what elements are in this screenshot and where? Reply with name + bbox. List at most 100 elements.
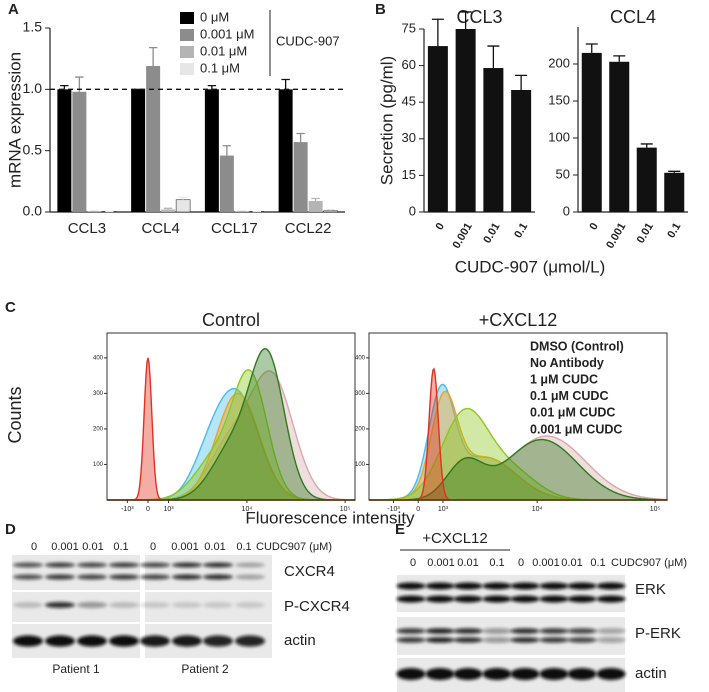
blot-band xyxy=(567,582,597,590)
bar xyxy=(581,52,602,213)
blot-band xyxy=(203,602,233,608)
error-bar xyxy=(148,46,158,67)
panel-label: D xyxy=(5,521,16,538)
blot-band xyxy=(596,637,626,643)
plot-frame xyxy=(106,332,356,501)
lane-label: 0.01 xyxy=(204,541,225,553)
error-bar xyxy=(585,43,598,53)
y-tick-label: 45 xyxy=(402,94,416,109)
error-bar xyxy=(668,170,681,173)
blot-band xyxy=(396,637,426,643)
bar xyxy=(131,89,146,212)
error-bar xyxy=(222,145,232,156)
x-tick-label: 10⁵ xyxy=(650,506,661,513)
row-label: ERK xyxy=(635,581,666,598)
legend-label: 0.001 μM xyxy=(200,26,254,41)
blot-band xyxy=(596,668,626,680)
blot-band xyxy=(77,602,107,608)
error-bar xyxy=(515,74,528,90)
bar xyxy=(175,199,191,213)
error-bar xyxy=(613,55,626,62)
blot-band xyxy=(140,562,170,568)
y-tick-label: 0.0 xyxy=(23,203,43,219)
panel-label: B xyxy=(375,1,386,18)
error-bar xyxy=(326,208,335,211)
x-tick-label: -10³ xyxy=(121,506,134,513)
panel-label: A xyxy=(8,1,19,18)
legend-label: 0.01 μM CUDC xyxy=(530,406,615,420)
blot-band xyxy=(510,637,540,643)
blot-band xyxy=(539,668,569,680)
blot-band xyxy=(77,574,107,580)
lane-label: 0.001 xyxy=(532,557,560,569)
blot-band xyxy=(140,635,170,647)
legend-label: No Antibody xyxy=(530,356,604,370)
y-tick-label: 200 xyxy=(355,427,366,433)
error-bar xyxy=(431,18,444,47)
blot-band xyxy=(482,668,512,680)
bar xyxy=(483,68,504,212)
row-label: actin xyxy=(635,665,667,682)
legend-swatch xyxy=(180,29,194,41)
blot-strip xyxy=(12,555,140,590)
lane-label: 0 xyxy=(410,557,416,569)
error-bar xyxy=(311,197,320,201)
bar xyxy=(427,46,448,212)
legend-swatch xyxy=(180,46,194,58)
bar xyxy=(636,147,657,212)
error-bar xyxy=(281,78,290,90)
blot-band xyxy=(396,595,426,603)
blot-band xyxy=(510,628,540,634)
blot-band xyxy=(13,635,43,647)
x-tick-label: 10⁴ xyxy=(532,506,543,513)
treatment-label: +CXCL12 xyxy=(422,530,487,547)
x-tick-label: CCL4 xyxy=(141,220,179,237)
y-tick-label: 100 xyxy=(548,129,570,144)
y-tick-label: 75 xyxy=(402,20,416,35)
blot-band xyxy=(77,562,107,568)
blot-band xyxy=(425,595,455,603)
x-axis-label: CUDC-907 (μmol/L) xyxy=(455,257,606,276)
y-tick-label: 0 xyxy=(563,203,570,218)
blot-band xyxy=(172,602,202,608)
blot-band xyxy=(109,562,139,568)
blot-band xyxy=(109,602,139,608)
error-bar xyxy=(60,85,69,90)
legend-label: 1 μM CUDC xyxy=(530,372,598,386)
blot-band xyxy=(482,628,512,634)
legend-swatch xyxy=(180,12,194,24)
lane-label: 0.1 xyxy=(113,541,128,553)
row-label: P-CXCR4 xyxy=(284,598,350,615)
x-tick-label: 0 xyxy=(587,221,600,232)
blot-band xyxy=(396,628,426,634)
lane-label: 0.01 xyxy=(82,541,103,553)
blot-band xyxy=(235,562,265,568)
lane-label: 0.1 xyxy=(236,541,251,553)
x-tick-label: 0 xyxy=(146,506,150,513)
y-tick-label: 0.5 xyxy=(23,141,43,157)
blot-band xyxy=(396,582,426,590)
plot-frame xyxy=(368,332,668,501)
y-tick-label: 400 xyxy=(355,355,366,361)
blot-band xyxy=(396,668,426,680)
x-tick-label: 10⁵ xyxy=(340,506,351,513)
y-axis-label: Secretion (pg/ml) xyxy=(377,56,396,185)
blot-band xyxy=(510,582,540,590)
blot-band xyxy=(425,637,455,643)
blot-band xyxy=(235,574,265,580)
blot-band xyxy=(567,668,597,680)
blot-band xyxy=(453,668,483,680)
error-bar xyxy=(296,132,305,143)
y-tick-label: 15 xyxy=(402,167,416,182)
blot-band xyxy=(425,668,455,680)
bar xyxy=(455,29,476,212)
y-tick-label: 60 xyxy=(402,57,416,72)
lane-label: 0.01 xyxy=(457,557,478,569)
blot-band xyxy=(109,635,139,647)
legend-label: 0 μM xyxy=(200,9,229,24)
bar xyxy=(308,200,323,212)
lane-label: 0 xyxy=(518,557,524,569)
blot-band xyxy=(13,602,43,608)
unit-label: CUDC907 (μM) xyxy=(611,557,687,569)
legend-label: 0.1 μM xyxy=(200,60,240,75)
